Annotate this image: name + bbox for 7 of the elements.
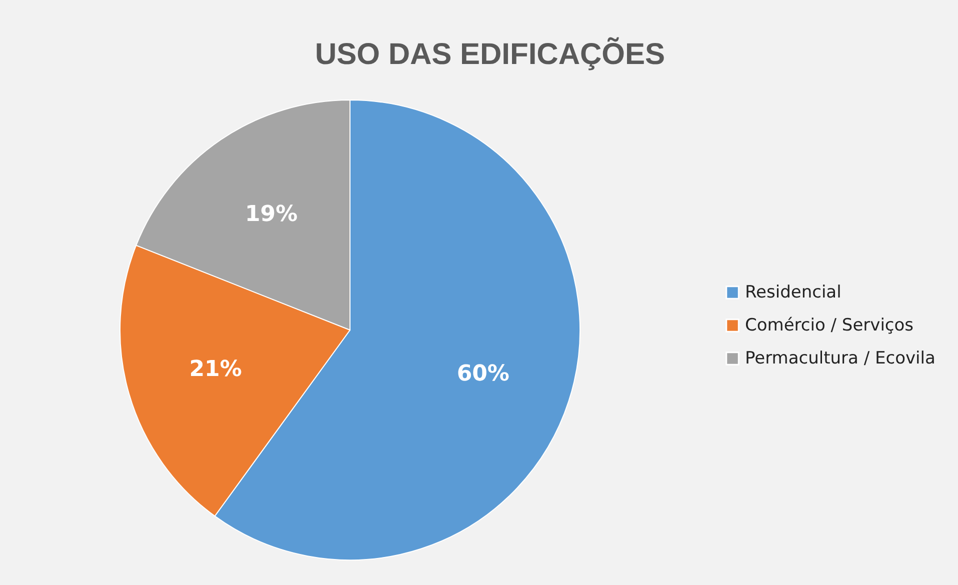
legend-label: Comércio / Serviços bbox=[745, 316, 914, 336]
legend-label: Residencial bbox=[745, 282, 842, 302]
legend-label: Permacultura / Ecovila bbox=[745, 348, 936, 368]
chart-title: USO DAS EDIFICAÇÕES bbox=[314, 37, 666, 71]
data-label: 19% bbox=[244, 202, 298, 228]
data-label: 21% bbox=[189, 357, 242, 382]
data-label: 60% bbox=[456, 361, 510, 386]
